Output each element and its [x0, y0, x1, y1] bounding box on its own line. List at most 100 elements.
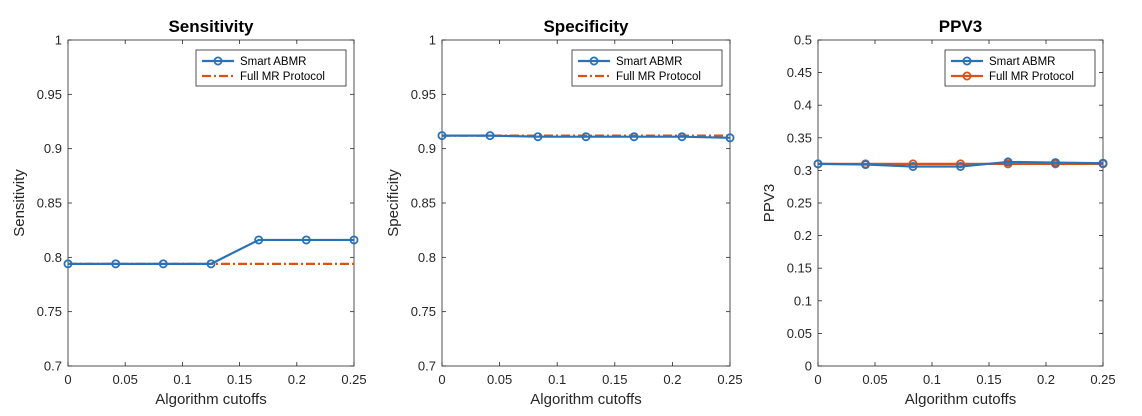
legend-label: Smart ABMR: [989, 56, 1055, 68]
chart-panel-3: PPV3 0 0.05 0.1 0.15 0.2 0.25 0 0.05 0.1 0.15 0.2 0.…: [761, 17, 1116, 408]
x-axis-label: Algorithm cutoffs: [155, 391, 266, 408]
y-tick-label: 0.35: [787, 130, 812, 145]
data-point: [725, 133, 735, 143]
y-tick-label: 0.9: [418, 141, 436, 156]
data-point: [349, 235, 359, 245]
legend-label: Smart ABMR: [240, 56, 306, 68]
x-tick-label: 0.25: [1090, 372, 1115, 387]
series-line: [442, 134, 731, 139]
x-tick-label: 0.1: [548, 372, 566, 387]
data-point: [1050, 158, 1060, 168]
y-tick-label: 0.3: [794, 163, 812, 178]
x-tick-label: 0.25: [717, 372, 742, 387]
x-tick-label: 0.15: [602, 372, 627, 387]
y-tick-label: 0.15: [787, 261, 812, 276]
y-tick-label: 0.7: [44, 359, 62, 374]
y-tick-label: 0.95: [37, 87, 62, 102]
x-tick-label: 0.2: [1037, 372, 1055, 387]
legend-label: Smart ABMR: [616, 56, 682, 68]
x-tick-label: 0: [438, 372, 445, 387]
x-tick-label: 0.25: [341, 372, 366, 387]
data-point: [956, 161, 966, 171]
y-tick-label: 0.9: [44, 141, 62, 156]
y-tick-label: 0.8: [44, 250, 62, 265]
x-tick-label: 0.2: [288, 372, 306, 387]
data-point: [533, 132, 543, 142]
chart-panel-2: Specificity 0 0.05 0.1 0.15 0.2 0.25 0.7 0.75 0.8…: [385, 17, 743, 408]
legend-marker: [962, 56, 972, 66]
x-tick-label: 0.05: [113, 372, 138, 387]
legend-box: [944, 49, 1096, 87]
data-point: [437, 131, 447, 141]
series-smart-abmr: [63, 235, 359, 269]
x-axis-label: Algorithm cutoffs: [905, 391, 1016, 408]
legend: Smart ABMR Full MR Protocol: [571, 49, 723, 87]
chart-panel-1: Sensitivity 0 0.05 0.1 0.15 0.2 0.25 0.7 0.75 0.8…: [11, 17, 367, 408]
data-point: [1098, 158, 1108, 168]
y-axis-label: PPV3: [761, 184, 778, 222]
y-tick-label: 0.7: [418, 359, 436, 374]
y-tick-label: 0.45: [787, 65, 812, 80]
legend-marker: [962, 71, 972, 81]
data-point: [63, 259, 73, 269]
series-line: [68, 238, 354, 265]
y-tick-label: 0.4: [794, 98, 812, 113]
x-tick-label: 0: [64, 372, 71, 387]
legend-marker: [589, 56, 599, 66]
data-point: [485, 131, 495, 141]
y-tick-label: 0.25: [787, 196, 812, 211]
y-tick-label: 0.05: [787, 326, 812, 341]
y-tick-label: 1: [429, 33, 436, 48]
y-tick-label: 0.75: [37, 304, 62, 319]
data-point: [813, 159, 823, 169]
legend-label: Full MR Protocol: [616, 71, 701, 83]
y-tick-label: 0.95: [411, 87, 436, 102]
legend-box: [195, 49, 347, 87]
series-smart-abmr: [437, 131, 735, 143]
x-tick-label: 0: [814, 372, 821, 387]
data-point: [158, 259, 168, 269]
x-tick-label: 0.2: [663, 372, 681, 387]
data-point: [629, 132, 639, 142]
x-tick-label: 0.15: [976, 372, 1001, 387]
y-tick-label: 0.2: [794, 228, 812, 243]
data-point: [1003, 157, 1013, 167]
chart-title: Sensitivity: [168, 17, 254, 36]
plot-area: [817, 39, 1104, 367]
x-tick-label: 0.1: [173, 372, 191, 387]
x-axis-label: Algorithm cutoffs: [530, 391, 641, 408]
x-tick-label: 0.05: [487, 372, 512, 387]
data-point: [254, 235, 264, 245]
series-smart-abmr: [813, 157, 1108, 171]
data-point: [908, 161, 918, 171]
y-axis-label: Sensitivity: [11, 169, 28, 237]
chart-title: PPV3: [939, 17, 982, 36]
y-tick-label: 0.85: [411, 196, 436, 211]
y-axis-label: Specificity: [385, 169, 402, 237]
data-point: [677, 132, 687, 142]
series-line: [817, 160, 1104, 168]
legend-box: [571, 49, 723, 87]
y-tick-label: 0.1: [794, 293, 812, 308]
x-tick-label: 0.15: [227, 372, 252, 387]
data-point: [301, 235, 311, 245]
data-point: [861, 160, 871, 170]
y-tick-label: 1: [55, 33, 62, 48]
y-tick-label: 0.75: [411, 304, 436, 319]
legend-label: Full MR Protocol: [989, 71, 1074, 83]
x-tick-label: 0.1: [923, 372, 941, 387]
y-tick-label: 0: [805, 359, 812, 374]
y-tick-label: 0.5: [794, 33, 812, 48]
legend-marker: [213, 56, 223, 66]
data-point: [581, 132, 591, 142]
legend: Smart ABMR Full MR Protocol: [195, 49, 347, 87]
plot-area: [441, 39, 731, 367]
y-tick-label: 0.8: [418, 250, 436, 265]
legend-label: Full MR Protocol: [240, 71, 325, 83]
chart-title: Specificity: [543, 17, 629, 36]
y-tick-label: 0.85: [37, 196, 62, 211]
x-tick-label: 0.05: [862, 372, 887, 387]
data-point: [206, 259, 216, 269]
data-point: [111, 259, 121, 269]
